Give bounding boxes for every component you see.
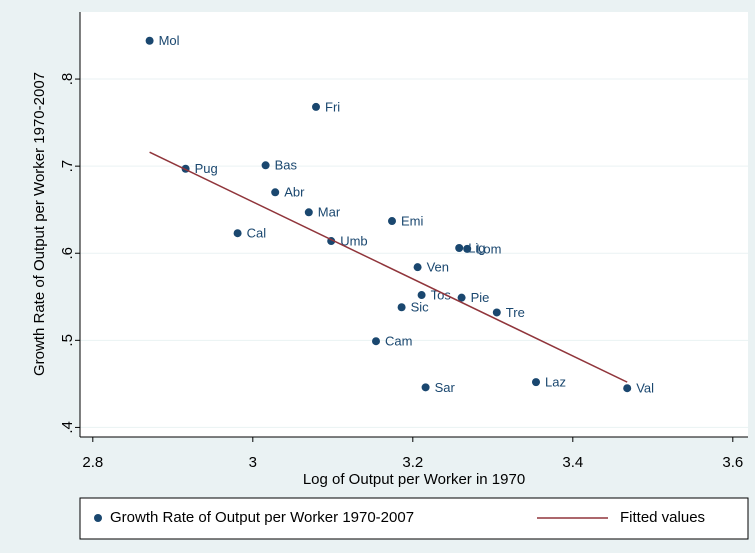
point-label: Lom bbox=[476, 241, 501, 256]
legend-label: Growth Rate of Output per Worker 1970-20… bbox=[110, 509, 414, 526]
x-tick-label: 3.6 bbox=[722, 454, 743, 471]
point bbox=[532, 378, 540, 387]
point bbox=[312, 102, 320, 111]
point-label: Pie bbox=[471, 290, 490, 305]
point-label: Cal bbox=[247, 226, 267, 241]
point-label: Abr bbox=[284, 185, 305, 200]
legend-box bbox=[79, 497, 749, 540]
point bbox=[417, 291, 426, 300]
point-label: Bas bbox=[275, 158, 298, 173]
point-label: Tre bbox=[506, 305, 525, 320]
point bbox=[388, 217, 396, 226]
y-tick-label: .4 bbox=[59, 421, 76, 434]
point-label: Pug bbox=[195, 161, 218, 176]
point-label: Fri bbox=[325, 99, 340, 114]
point-label: Ven bbox=[427, 260, 449, 275]
point bbox=[261, 161, 270, 170]
point bbox=[463, 244, 472, 253]
legend-marker bbox=[94, 514, 102, 522]
point bbox=[397, 303, 406, 312]
point bbox=[457, 293, 466, 302]
point bbox=[413, 263, 422, 272]
point-label: Sar bbox=[435, 380, 456, 395]
point-label: Sic bbox=[411, 300, 430, 315]
y-tick-label: .7 bbox=[59, 160, 76, 173]
fitted-line bbox=[149, 151, 628, 383]
y-tick-label: .6 bbox=[59, 247, 76, 260]
plot-area bbox=[80, 12, 748, 437]
point-label: Mol bbox=[159, 33, 180, 48]
point bbox=[271, 188, 280, 197]
point-label: Lig bbox=[468, 240, 485, 255]
point bbox=[421, 383, 430, 392]
x-tick-label: 2.8 bbox=[82, 454, 103, 471]
point bbox=[372, 337, 380, 346]
point-label: Umb bbox=[340, 233, 367, 248]
legend-label: Fitted values bbox=[620, 509, 705, 526]
point-label: Mar bbox=[318, 205, 341, 220]
point-label: Emi bbox=[401, 213, 424, 228]
point-label: Tos bbox=[431, 287, 452, 302]
x-axis-title: Log of Output per Worker in 1970 bbox=[303, 471, 525, 488]
point-label: Laz bbox=[545, 375, 566, 390]
point bbox=[145, 36, 154, 45]
x-tick-label: 3 bbox=[249, 454, 257, 471]
point-label: Cam bbox=[385, 334, 412, 349]
y-tick-label: .5 bbox=[59, 334, 76, 347]
x-tick-label: 3.4 bbox=[562, 454, 583, 471]
y-axis-title: Growth Rate of Output per Worker 1970-20… bbox=[31, 72, 48, 376]
point bbox=[304, 208, 313, 217]
y-tick-label: .8 bbox=[59, 73, 76, 86]
point bbox=[623, 384, 632, 393]
point-label: Val bbox=[636, 381, 654, 396]
point bbox=[455, 244, 464, 253]
point bbox=[233, 229, 242, 238]
x-tick-label: 3.2 bbox=[402, 454, 423, 471]
point bbox=[492, 308, 501, 317]
